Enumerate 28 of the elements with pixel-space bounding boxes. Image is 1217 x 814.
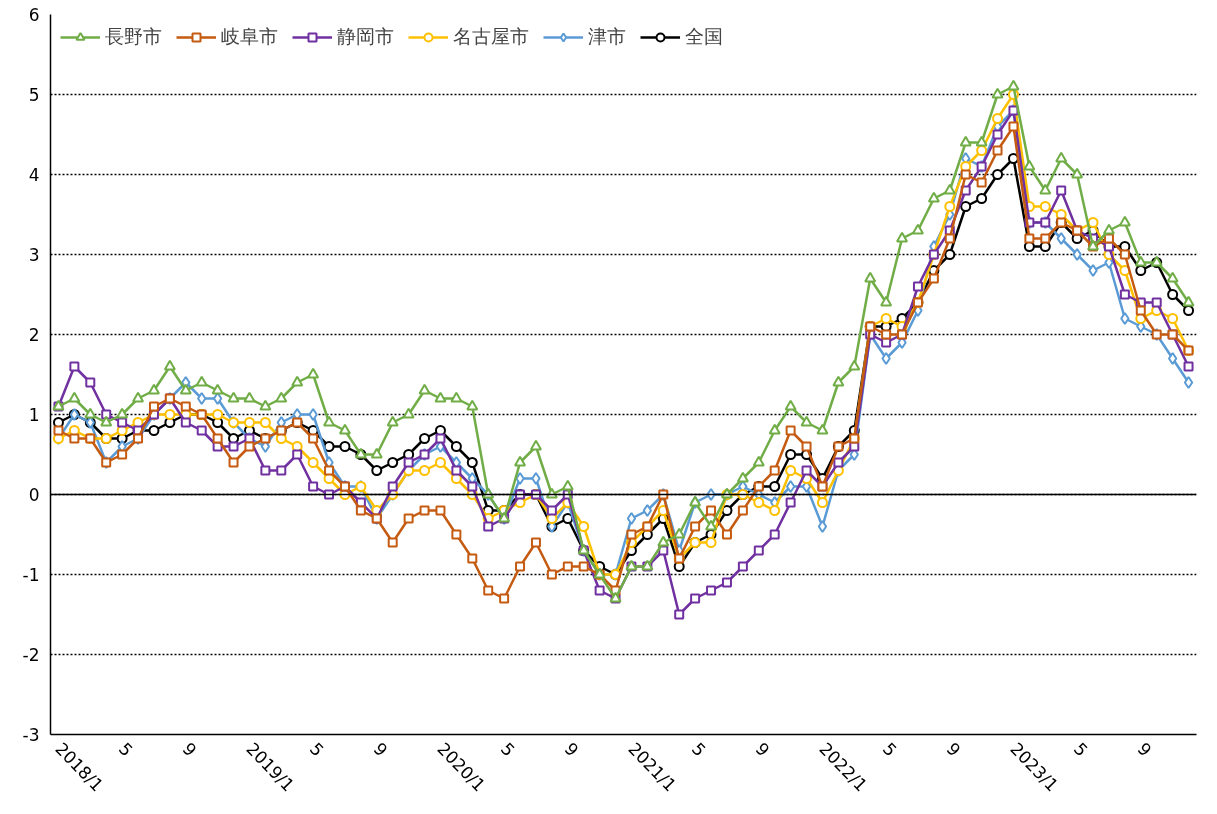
legend-label: 津市 xyxy=(588,24,626,49)
x-tick-label: 5 xyxy=(878,738,901,761)
y-tick-label: -1 xyxy=(22,565,40,585)
y-tick-label: 5 xyxy=(28,85,40,105)
y-tick-label: 1 xyxy=(28,405,40,425)
y-tick-label: 3 xyxy=(28,245,40,265)
y-tick-label: 0 xyxy=(28,485,40,505)
x-tick-label: 9 xyxy=(751,738,774,761)
legend-label: 岐阜市 xyxy=(221,24,278,49)
x-tick-label: 9 xyxy=(560,738,583,761)
y-tick-label: 6 xyxy=(28,5,40,25)
y-tick-label: -2 xyxy=(22,645,40,665)
legend-label: 名古屋市 xyxy=(453,24,529,49)
x-tick-label: 9 xyxy=(1133,738,1156,761)
x-tick-label: 5 xyxy=(687,738,710,761)
y-tick-label: -3 xyxy=(22,725,40,745)
x-tick-label: 9 xyxy=(178,738,201,761)
y-tick-label: 2 xyxy=(28,325,40,345)
legend-label: 全国 xyxy=(685,24,723,49)
y-tick-label: 4 xyxy=(28,165,40,185)
x-tick-label: 5 xyxy=(496,738,519,761)
x-tick-label: 5 xyxy=(114,738,137,761)
x-tick-label: 5 xyxy=(1069,738,1092,761)
x-tick-label: 5 xyxy=(305,738,328,761)
legend-label: 静岡市 xyxy=(337,24,394,49)
x-tick-label: 9 xyxy=(369,738,392,761)
legend-label: 長野市 xyxy=(105,24,162,49)
x-tick-label: 9 xyxy=(942,738,965,761)
